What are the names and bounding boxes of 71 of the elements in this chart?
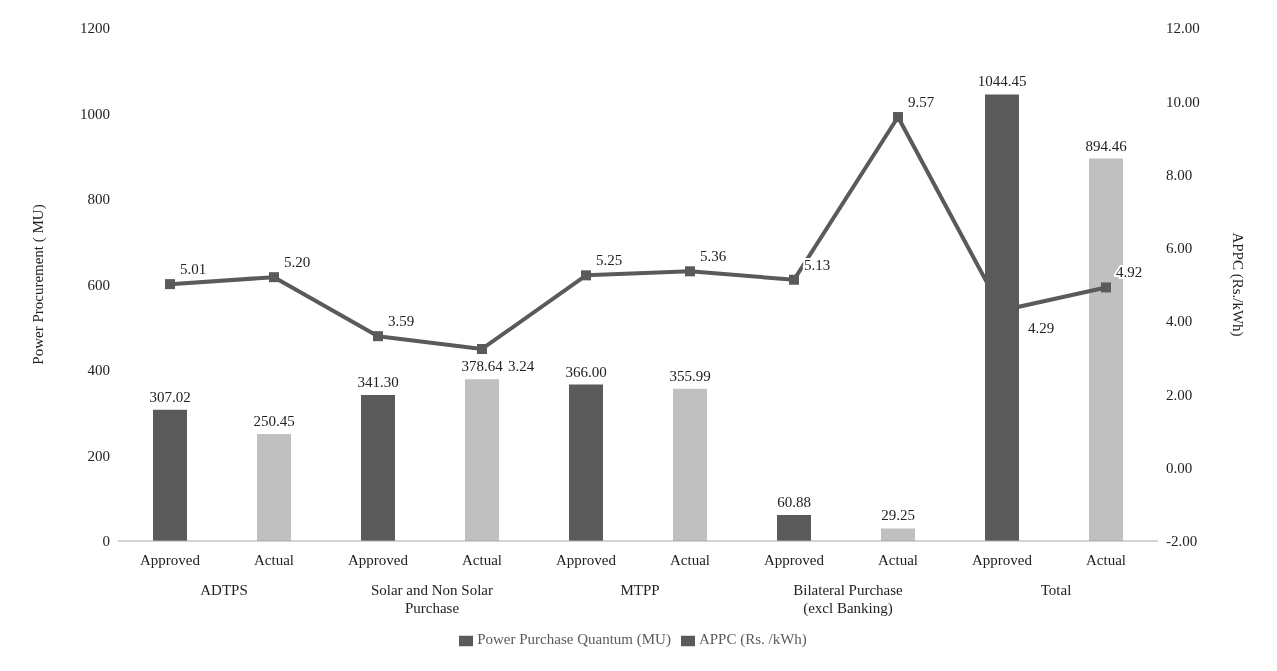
data-label: 307.02 — [149, 388, 191, 405]
legend-label: APPC (Rs. /kWh) — [698, 631, 807, 647]
data-label: 5.36 — [700, 248, 727, 265]
y2-axis-title: APPC (Rs./kWh) — [1228, 232, 1246, 337]
point — [373, 331, 383, 342]
data-label: 60.88 — [777, 493, 811, 510]
data-label: 5.20 — [284, 254, 311, 271]
data-label: 378.64 — [461, 358, 504, 375]
bar — [465, 379, 499, 541]
y-tick-label: 1200 — [80, 20, 110, 37]
y2-tick-label: 12.00 — [1166, 20, 1200, 37]
x-tick-label: Approved — [972, 552, 1033, 568]
data-label: 894.46 — [1085, 137, 1128, 154]
y2-tick-label: -2.00 — [1166, 533, 1198, 550]
text: Solar and Non Solar Purchase — [370, 582, 494, 616]
y2-tick-label: 0.00 — [1166, 460, 1193, 477]
data-label: 355.99 — [669, 367, 711, 384]
data-label: 4.29 — [1028, 319, 1055, 336]
bar — [569, 384, 603, 541]
y2-tick-label: 2.00 — [1166, 386, 1193, 403]
x-tick-label: Actual — [670, 552, 710, 568]
y-tick-label: 1000 — [80, 105, 110, 122]
bar — [777, 514, 811, 541]
point — [581, 270, 591, 281]
data-label: 5.25 — [596, 252, 623, 269]
x-tick-label: Approved — [140, 552, 201, 568]
text: Total — [1040, 582, 1072, 598]
point — [685, 266, 695, 277]
bar — [673, 388, 707, 541]
point — [893, 112, 903, 123]
y2-tick-label: 10.00 — [1166, 93, 1200, 110]
bar — [881, 528, 915, 541]
x-tick-label: Actual — [462, 552, 502, 568]
data-label: 29.25 — [881, 507, 915, 524]
text: Bilateral Purchase (excl Banking) — [793, 582, 904, 617]
data-label: 366.00 — [565, 363, 607, 380]
y-tick-label: 400 — [87, 362, 110, 379]
bar — [257, 433, 291, 541]
y-tick-label: 200 — [87, 447, 110, 464]
y2-tick-label: 6.00 — [1166, 240, 1193, 257]
data-label: 5.01 — [180, 261, 207, 278]
legend-label: Power Purchase Quantum (MU) — [477, 631, 671, 647]
y-tick-label: 800 — [87, 191, 110, 208]
x-tick-label: Actual — [878, 552, 918, 568]
point — [477, 343, 487, 354]
x-tick-label: Actual — [254, 552, 294, 568]
y-tick-label: 0 — [102, 533, 110, 550]
data-label: 3.24 — [508, 357, 535, 374]
data-label: 1044.45 — [977, 73, 1027, 90]
bar — [153, 409, 187, 541]
x-tick-label: Actual — [1086, 552, 1126, 568]
data-label: 250.45 — [253, 412, 295, 429]
data-label: 4.92 — [1116, 264, 1143, 281]
point — [269, 272, 279, 283]
y-axis-title: Power Procurement ( MU) — [30, 204, 48, 365]
text: ADTPS — [200, 582, 248, 598]
point — [789, 274, 799, 285]
text: MTPP — [620, 582, 660, 598]
y-tick-label: 600 — [87, 276, 110, 293]
data-label: 9.57 — [908, 94, 935, 111]
x-tick-label: Approved — [556, 552, 617, 568]
data-label: 341.30 — [357, 374, 399, 391]
y2-tick-label: 8.00 — [1166, 166, 1193, 183]
point — [165, 279, 175, 290]
x-tick-label: Approved — [348, 552, 409, 568]
x-tick-label: Approved — [764, 552, 825, 568]
y2-tick-label: 4.00 — [1166, 313, 1193, 330]
data-label: 5.13 — [804, 256, 831, 273]
point — [1101, 282, 1111, 293]
bar — [361, 395, 395, 541]
data-label: 3.59 — [388, 313, 415, 330]
